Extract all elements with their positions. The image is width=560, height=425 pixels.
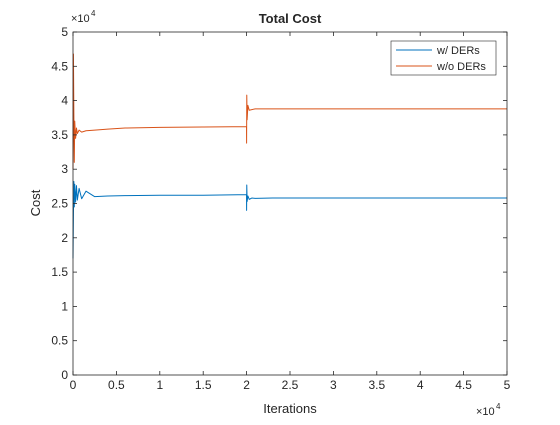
svg-text:4: 4 xyxy=(91,9,96,18)
svg-text:×10: ×10 xyxy=(476,406,495,418)
x-axis-label: Iterations xyxy=(263,401,317,416)
x-ticks: 0 0.5 1 1.5 2 2.5 3 3.5 4 4.5 5 xyxy=(70,32,511,392)
x-tick-label: 3.5 xyxy=(368,378,385,392)
y-tick-label: 4.5 xyxy=(51,59,68,73)
series-line-w-ders xyxy=(72,181,507,259)
y-tick-label: 0.5 xyxy=(51,334,68,348)
axes-area xyxy=(73,32,507,375)
y-ticks: 0 0.5 1 1.5 2 2.5 3 3.5 4 4.5 5 xyxy=(51,25,507,382)
x-tick-label: 0 xyxy=(70,378,77,392)
legend-label-w-ders: w/ DERs xyxy=(436,45,480,57)
x-tick-label: 4 xyxy=(417,378,424,392)
svg-text:4: 4 xyxy=(496,402,501,411)
y-tick-label: 5 xyxy=(61,25,68,39)
x-tick-label: 1 xyxy=(156,378,163,392)
legend-label-wo-ders: w/o DERs xyxy=(436,61,486,73)
x-tick-label: 2.5 xyxy=(282,378,299,392)
series-line-wo-ders xyxy=(72,53,507,170)
y-tick-label: 2 xyxy=(61,231,68,245)
x-tick-label: 1.5 xyxy=(195,378,212,392)
x-tick-label: 5 xyxy=(504,378,511,392)
x-axis-multiplier: ×10 4 xyxy=(476,402,501,418)
x-tick-label: 2 xyxy=(243,378,250,392)
y-axis-multiplier: ×10 4 xyxy=(71,9,96,25)
x-tick-label: 0.5 xyxy=(108,378,125,392)
x-tick-label: 3 xyxy=(330,378,337,392)
y-tick-label: 3.5 xyxy=(51,128,68,142)
y-tick-label: 1.5 xyxy=(51,265,68,279)
legend: w/ DERs w/o DERs xyxy=(390,40,497,76)
y-tick-label: 4 xyxy=(61,94,68,108)
y-axis-label: Cost xyxy=(28,189,43,216)
chart-title: Total Cost xyxy=(259,11,322,26)
y-tick-label: 1 xyxy=(61,299,68,313)
x-tick-label: 4.5 xyxy=(455,378,472,392)
legend-box xyxy=(390,40,497,76)
y-tick-label: 3 xyxy=(61,162,68,176)
y-tick-label: 2.5 xyxy=(51,197,68,211)
plot-lines xyxy=(72,53,507,259)
svg-text:×10: ×10 xyxy=(71,13,90,25)
y-tick-label: 0 xyxy=(61,368,68,382)
